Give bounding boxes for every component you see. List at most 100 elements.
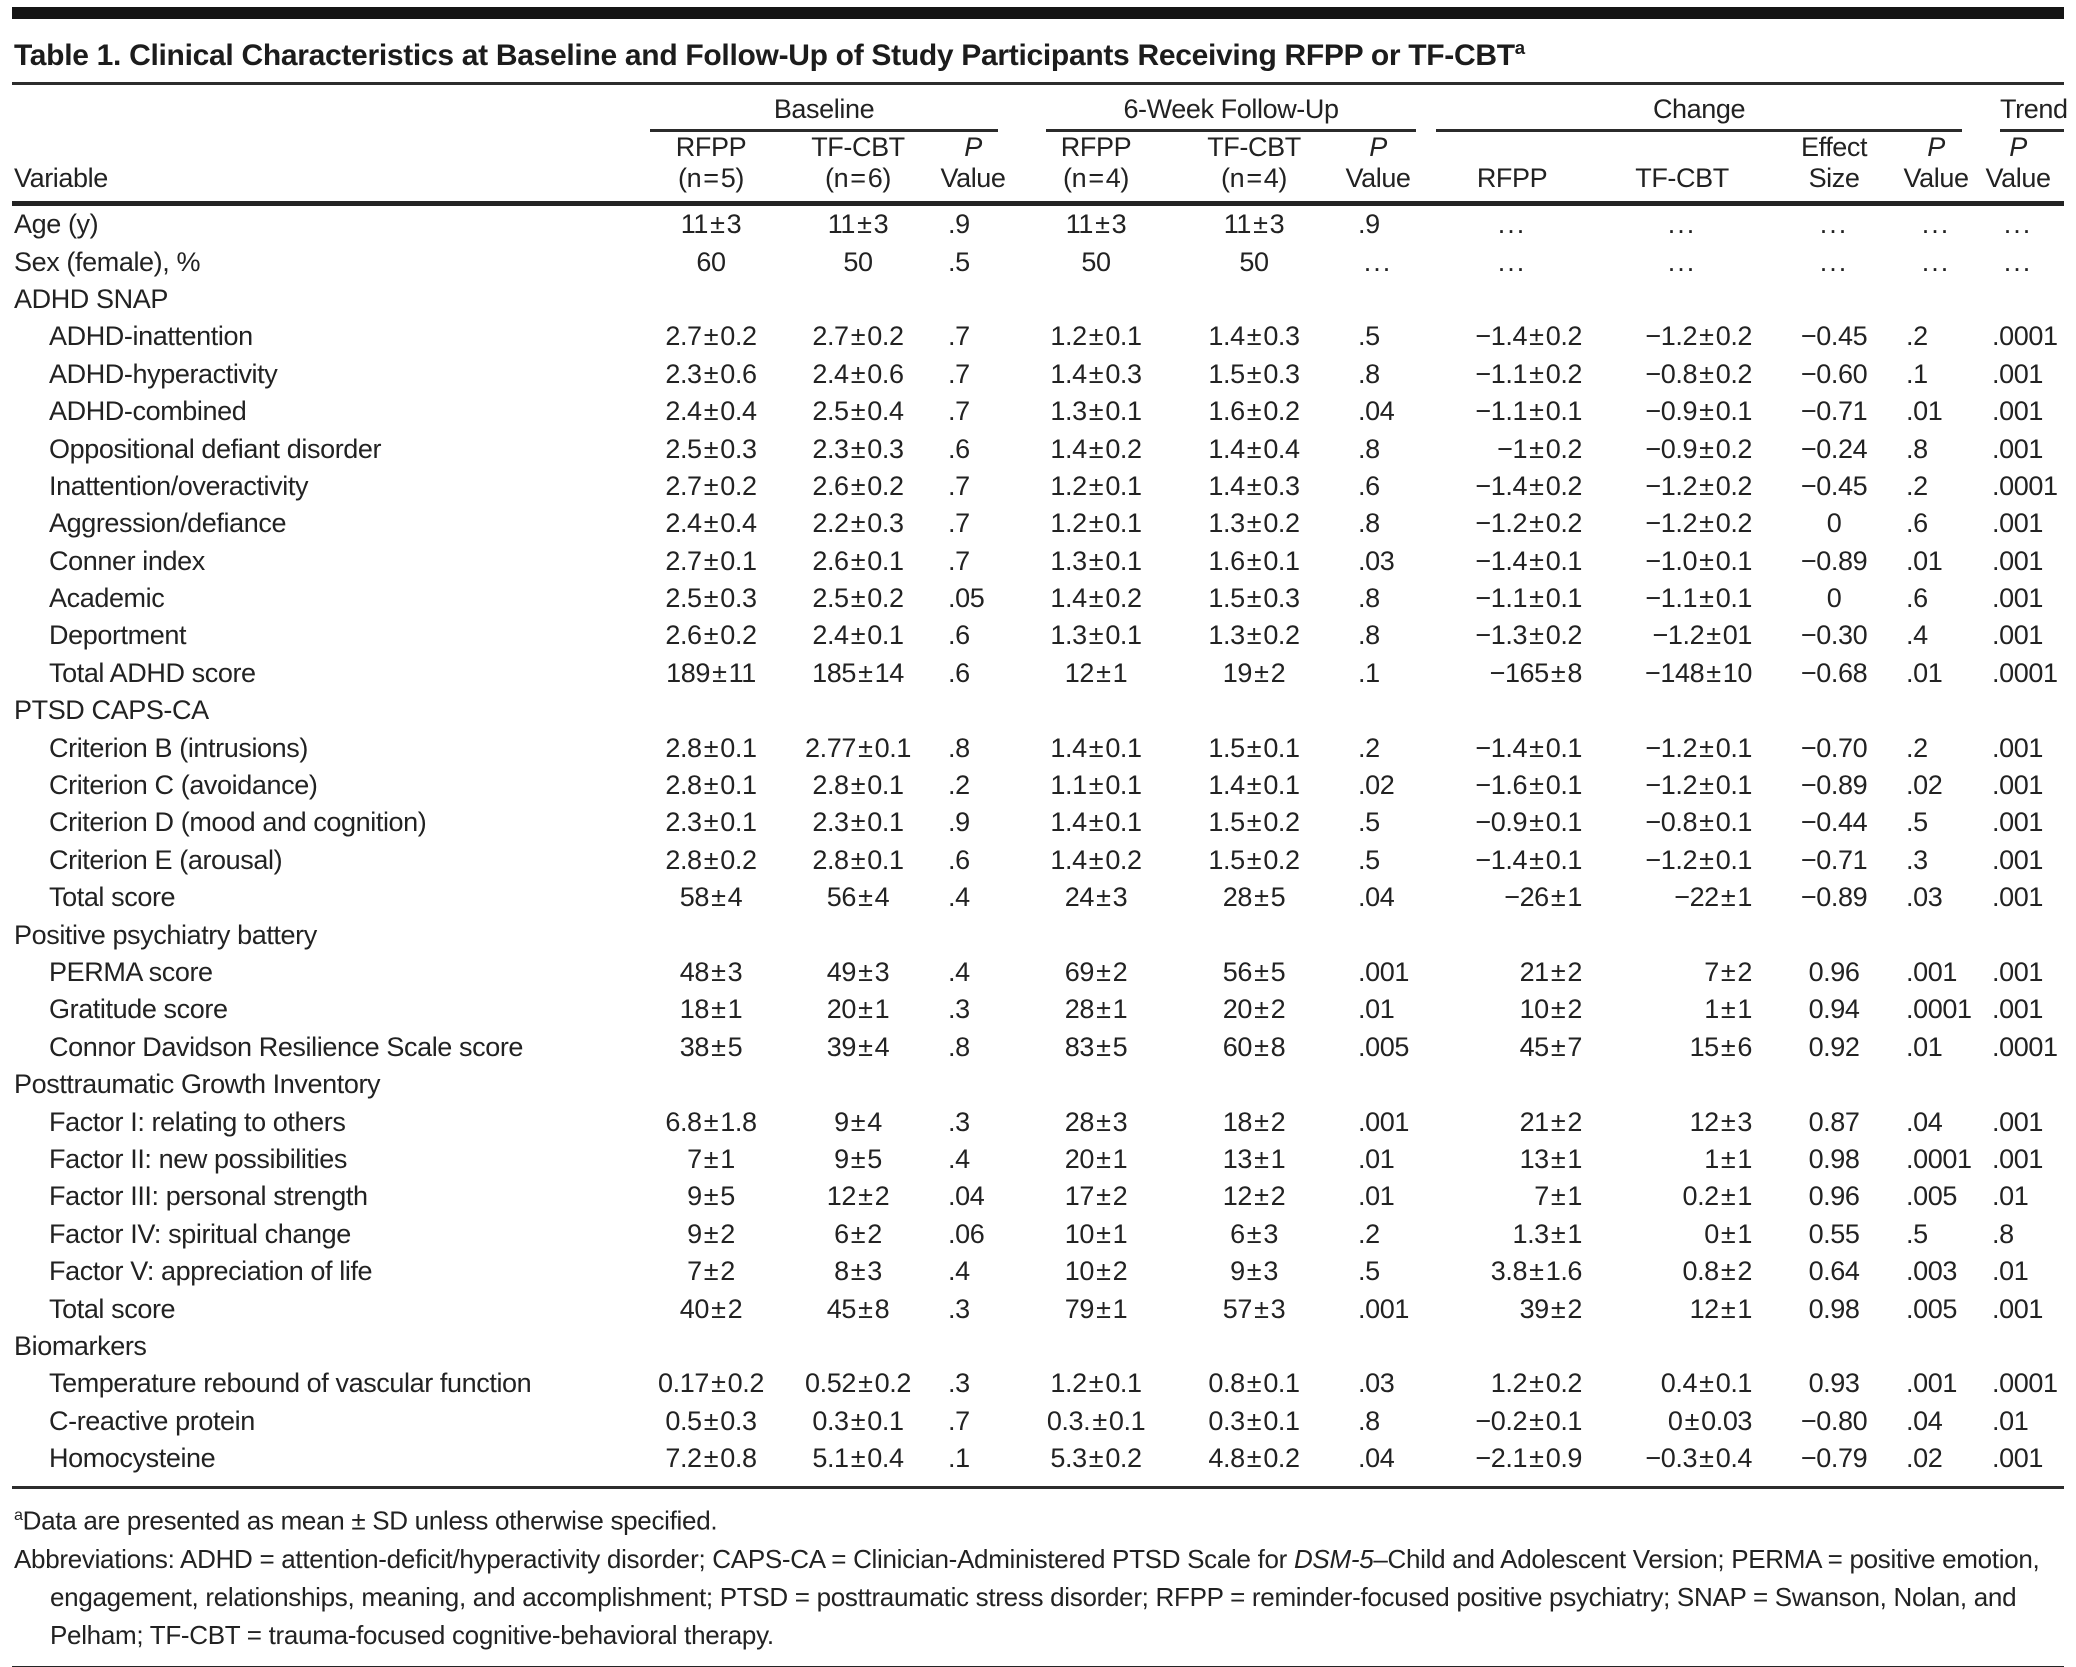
cell: [1012, 1328, 1180, 1365]
cell: [1596, 1328, 1768, 1365]
cell: [1180, 916, 1328, 953]
table-row: Academic 2.5 ± 0.3 2.5 ± 0.2 .05 1.4 ± 0.2 1.…: [12, 580, 2064, 617]
row-label: Deportment: [49, 620, 187, 651]
cell: [1012, 281, 1180, 318]
cell: 11 ± 3: [1223, 209, 1285, 240]
cell: .04: [1906, 1106, 1943, 1137]
cell: 0.52 ± 0.2: [805, 1368, 911, 1399]
cell: 1.4 ± 0.3: [1208, 470, 1300, 501]
cell: .5: [1906, 1218, 1928, 1249]
cell: 45 ± 8: [826, 1293, 890, 1324]
cell: .0001: [1992, 321, 2058, 352]
cell: 6 ± 3: [1230, 1218, 1278, 1249]
footnote-a: aData are presented as mean ± SD unless …: [14, 1496, 2064, 1540]
cell: 1.6 ± 0.2: [1208, 396, 1300, 427]
row-label: ADHD-hyperactivity: [49, 358, 278, 389]
cell: .01: [1992, 1181, 2029, 1212]
cell: .6: [1358, 470, 1380, 501]
cell: −1.2 ± 0.2: [1645, 470, 1753, 501]
table-row: Factor II: new possibilities 7 ± 1 9 ± 5 .4…: [12, 1141, 2064, 1178]
cell: [1596, 1066, 1768, 1103]
cell: .0001: [1906, 1143, 1972, 1174]
cell: 1.2 ± 0.1: [1050, 508, 1142, 539]
cell: ...: [1819, 246, 1849, 277]
cell: 49 ± 3: [826, 957, 890, 987]
cell: 50: [843, 246, 873, 277]
section-label: Biomarkers: [14, 1330, 147, 1361]
table-row: Temperature rebound of vascular function…: [12, 1365, 2064, 1402]
cell: 2.3 ± 0.3: [812, 433, 904, 464]
cell: [640, 1328, 782, 1365]
cell: .5: [1358, 321, 1380, 352]
cell: .005: [1906, 1293, 1957, 1324]
cell: .5: [1906, 807, 1928, 838]
footnotes: aData are presented as mean ± SD unless …: [12, 1486, 2064, 1666]
cell: 189 ± 11: [666, 657, 756, 688]
cell: 79 ± 1: [1064, 1293, 1128, 1324]
column-header-row: RFPP (n = 5) TF-CBT (n = 6) P Value RFPP (n …: [12, 132, 2064, 204]
cell: 7 ± 1: [1534, 1181, 1583, 1212]
footnote-a-mark: a: [14, 1506, 23, 1525]
section-label: Positive psychiatry battery: [14, 919, 317, 950]
cell: [1596, 692, 1768, 729]
cell: −0.89: [1800, 770, 1868, 801]
cell: [1328, 916, 1428, 953]
section-label: ADHD SNAP: [14, 283, 168, 314]
cell: −165 ± 8: [1489, 657, 1583, 688]
cell: 1.4 ± 0.2: [1050, 433, 1142, 464]
cell: −0.60: [1800, 358, 1868, 389]
cell: 0.4 ± 0.1: [1660, 1368, 1753, 1399]
cell: 56 ± 4: [826, 882, 890, 913]
cell: −0.9 ± 0.2: [1645, 433, 1753, 464]
table-row: Criterion B (intrusions) 2.8 ± 0.1 2.77 ± …: [12, 729, 2064, 766]
cell: 2.8 ± 0.1: [812, 770, 904, 801]
cell: .001: [1992, 957, 2043, 987]
cell: −0.45: [1800, 470, 1868, 501]
cell: .8: [1358, 433, 1380, 464]
col-header-change-rfpp: RFPP: [1476, 163, 1548, 193]
cell: 48 ± 3: [679, 957, 743, 987]
table-row: Factor III: personal strength 9 ± 5 12 ± 2…: [12, 1178, 2064, 1215]
cell: .02: [1358, 770, 1395, 801]
table-row: Total score 58 ± 4 56 ± 4 .4 24 ± 3 28 ± 5 .04…: [12, 879, 2064, 916]
row-label: Total score: [49, 1293, 176, 1324]
cell: .01: [1906, 396, 1943, 427]
cell: −1.0 ± 0.1: [1645, 545, 1753, 576]
cell: 2.7 ± 0.2: [665, 321, 757, 352]
cell: 13 ± 1: [1519, 1143, 1583, 1174]
cell: ...: [2003, 246, 2033, 277]
cell: 11 ± 3: [680, 209, 742, 240]
cell: 21 ± 2: [1519, 957, 1583, 987]
cell: .001: [1358, 1106, 1409, 1137]
group-header-baseline: Baseline: [640, 85, 1012, 132]
cell: 12 ± 2: [1222, 1181, 1286, 1212]
cell: .01: [1992, 1405, 2029, 1436]
cell: .003: [1906, 1256, 1957, 1287]
cell: 0.8 ± 2: [1682, 1256, 1753, 1287]
cell: [1328, 1328, 1428, 1365]
cell: −1.6 ± 0.1: [1475, 770, 1583, 801]
cell: .1: [948, 1443, 970, 1474]
cell: .8: [1906, 433, 1928, 464]
cell: 9 ± 3: [1230, 1256, 1278, 1287]
table-row: Age (y) 11 ± 3 11 ± 3 .9 11 ± 3 11 ± 3 .9.....…: [12, 204, 2064, 244]
cell: [640, 916, 782, 953]
cell: .02: [1906, 1443, 1943, 1474]
cell: ...: [1667, 209, 1697, 240]
cell: [1328, 281, 1428, 318]
cell: .7: [948, 1405, 970, 1436]
cell: [934, 916, 1012, 953]
cell: 1.2 ± 0.2: [1490, 1368, 1583, 1399]
cell: 2.7 ± 0.2: [665, 470, 757, 501]
col-header-baseline-rfpp: RFPP (n = 5): [675, 132, 747, 193]
cell: [1180, 1066, 1328, 1103]
cell: 83 ± 5: [1064, 1031, 1128, 1062]
row-label: Criterion E (arousal): [49, 844, 283, 875]
cell: 1.4 ± 0.1: [1050, 732, 1142, 763]
cell: 39 ± 2: [1519, 1293, 1583, 1324]
table-row: C-reactive protein 0.5 ± 0.3 0.3 ± 0.1 .7 0.…: [12, 1403, 2064, 1440]
cell: .03: [1358, 545, 1395, 576]
cell: 0.2 ± 1: [1682, 1181, 1753, 1212]
cell: 0.96: [1808, 957, 1860, 987]
